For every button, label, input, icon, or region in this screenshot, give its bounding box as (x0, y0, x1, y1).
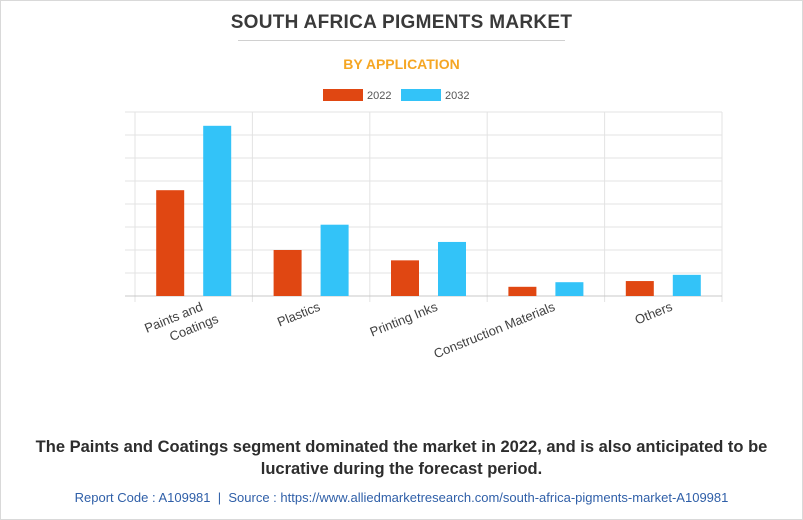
x-tick-label: Plastics (275, 299, 323, 330)
bar-2032-paints-and-coatings (203, 125, 232, 296)
title-divider (238, 40, 565, 41)
chart-caption: The Paints and Coatings segment dominate… (35, 438, 768, 478)
chart-title: SOUTH AFRICA PIGMENTS MARKET (230, 12, 573, 33)
report-code: Report Code : A109981 (74, 490, 211, 505)
legend-swatch-2032 (401, 89, 441, 101)
x-tick-label-line: Others (633, 299, 675, 328)
bar-2022-paints-and-coatings (156, 190, 185, 296)
x-tick-label-line: Construction Materials (431, 299, 557, 362)
legend-label-2032: 2032 (445, 90, 469, 102)
bar-2032-plastics (320, 224, 349, 296)
bar-2032-construction-materials (555, 282, 584, 296)
source-link[interactable]: Source : https://www.alliedmarketresearc… (228, 490, 729, 505)
chart-subtitle: BY APPLICATION (343, 56, 460, 72)
x-tick-label: Others (633, 299, 675, 328)
bar-2032-others (672, 274, 701, 296)
bar-2022-plastics (273, 250, 302, 296)
x-tick-label: Paints andCoatings (142, 295, 221, 352)
bar-2022-printing-inks (391, 260, 419, 296)
bar-2032-printing-inks (438, 241, 466, 296)
bar-2022-others (625, 281, 654, 296)
footer-source: Report Code : A109981 | Source : https:/… (0, 490, 803, 505)
x-tick-label-line: Plastics (275, 299, 323, 330)
legend-label-2022: 2022 (367, 90, 391, 102)
bar-chart: Paints andCoatings Plastics Printing InksC… (125, 89, 723, 362)
x-tick-label: Construction Materials (431, 299, 557, 362)
bar-2022-construction-materials (508, 286, 537, 296)
footer-separator: | (217, 490, 222, 505)
legend-swatch-2022 (323, 89, 363, 101)
x-tick-label: Printing Inks (368, 299, 440, 340)
x-tick-label-line: Printing Inks (368, 299, 440, 340)
